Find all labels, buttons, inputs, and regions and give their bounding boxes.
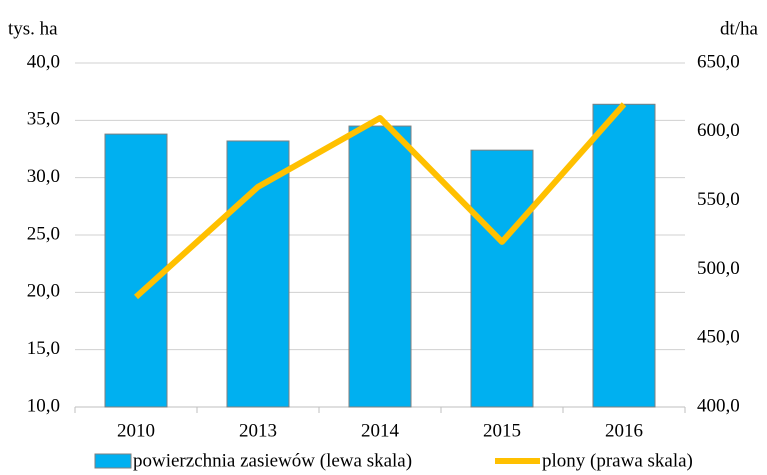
y-axis-label: tys. ha [8, 18, 58, 39]
y-tick-label: 30,0 [27, 166, 60, 187]
bar [348, 125, 412, 408]
y-tick-label: 25,0 [27, 223, 60, 244]
y-tick-label: 15,0 [27, 338, 60, 359]
legend-swatch [94, 453, 132, 469]
bar [592, 103, 656, 408]
y2-tick-label: 600,0 [697, 120, 740, 141]
y2-tick-label: 550,0 [697, 189, 740, 210]
y2-tick-label: 400,0 [697, 395, 740, 416]
y-tick-label: 40,0 [27, 51, 60, 72]
legend-label: plony (prawa skala) [542, 450, 693, 471]
y2-axis-label: dt/ha [720, 18, 759, 39]
x-tick-label: 2013 [239, 420, 277, 441]
bar [104, 133, 168, 408]
x-tick-label: 2015 [483, 420, 521, 441]
x-tick-label: 2010 [117, 420, 155, 441]
y-tick-label: 10,0 [27, 395, 60, 416]
x-tick-label: 2016 [605, 420, 643, 441]
bar [226, 140, 290, 408]
bar [470, 149, 534, 408]
y-tick-label: 35,0 [27, 109, 60, 130]
y2-tick-label: 450,0 [697, 327, 740, 348]
line [133, 102, 627, 300]
y2-tick-label: 650,0 [697, 51, 740, 72]
x-tick-label: 2014 [361, 420, 400, 441]
y-tick-label: 20,0 [27, 281, 60, 302]
y2-tick-label: 500,0 [697, 258, 740, 279]
legend-label: powierzchnia zasiewów (lewa skala) [133, 450, 412, 471]
